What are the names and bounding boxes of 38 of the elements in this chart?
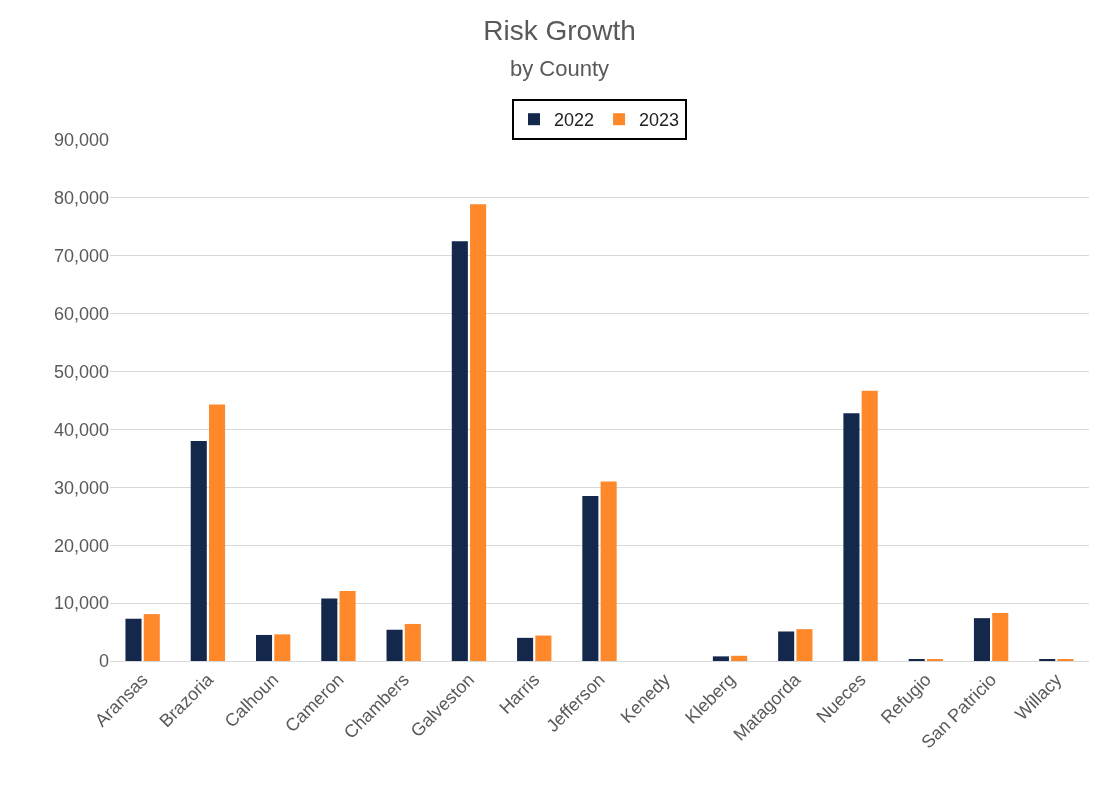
bar (992, 612, 1009, 661)
y-tick-label: 10,000 (53, 593, 109, 614)
chart-title: Risk Growth (483, 14, 636, 46)
bar (125, 618, 142, 661)
bar (973, 618, 990, 661)
y-tick-label: 80,000 (53, 188, 109, 209)
bar (861, 390, 878, 661)
bar (274, 634, 291, 661)
y-tick-label: 30,000 (53, 477, 109, 498)
bar (843, 413, 860, 661)
bar (517, 637, 534, 661)
legend-label: 2023 (639, 110, 680, 131)
y-tick-label: 70,000 (53, 246, 109, 267)
bar (535, 635, 552, 661)
bar (190, 441, 207, 661)
legend-label: 2022 (554, 110, 595, 131)
bar (600, 481, 617, 661)
y-tick-label: 20,000 (53, 535, 109, 556)
bar (339, 590, 356, 661)
y-tick-label: 0 (98, 651, 109, 672)
bar (209, 404, 226, 661)
bar (321, 598, 338, 661)
bar (582, 496, 599, 661)
bar (796, 629, 813, 661)
bar (386, 629, 403, 661)
bar (404, 623, 421, 661)
y-tick-label: 60,000 (53, 303, 109, 324)
bar (143, 614, 160, 661)
y-tick-label: 40,000 (53, 419, 109, 440)
y-tick-label: 50,000 (53, 361, 109, 382)
bar (451, 241, 468, 661)
y-tick-label: 90,000 (53, 130, 109, 151)
chart-subtitle: by County (509, 55, 610, 81)
bar (731, 655, 748, 661)
bar (255, 634, 273, 661)
bar (778, 631, 795, 661)
bar (470, 204, 487, 661)
bar (712, 656, 729, 661)
